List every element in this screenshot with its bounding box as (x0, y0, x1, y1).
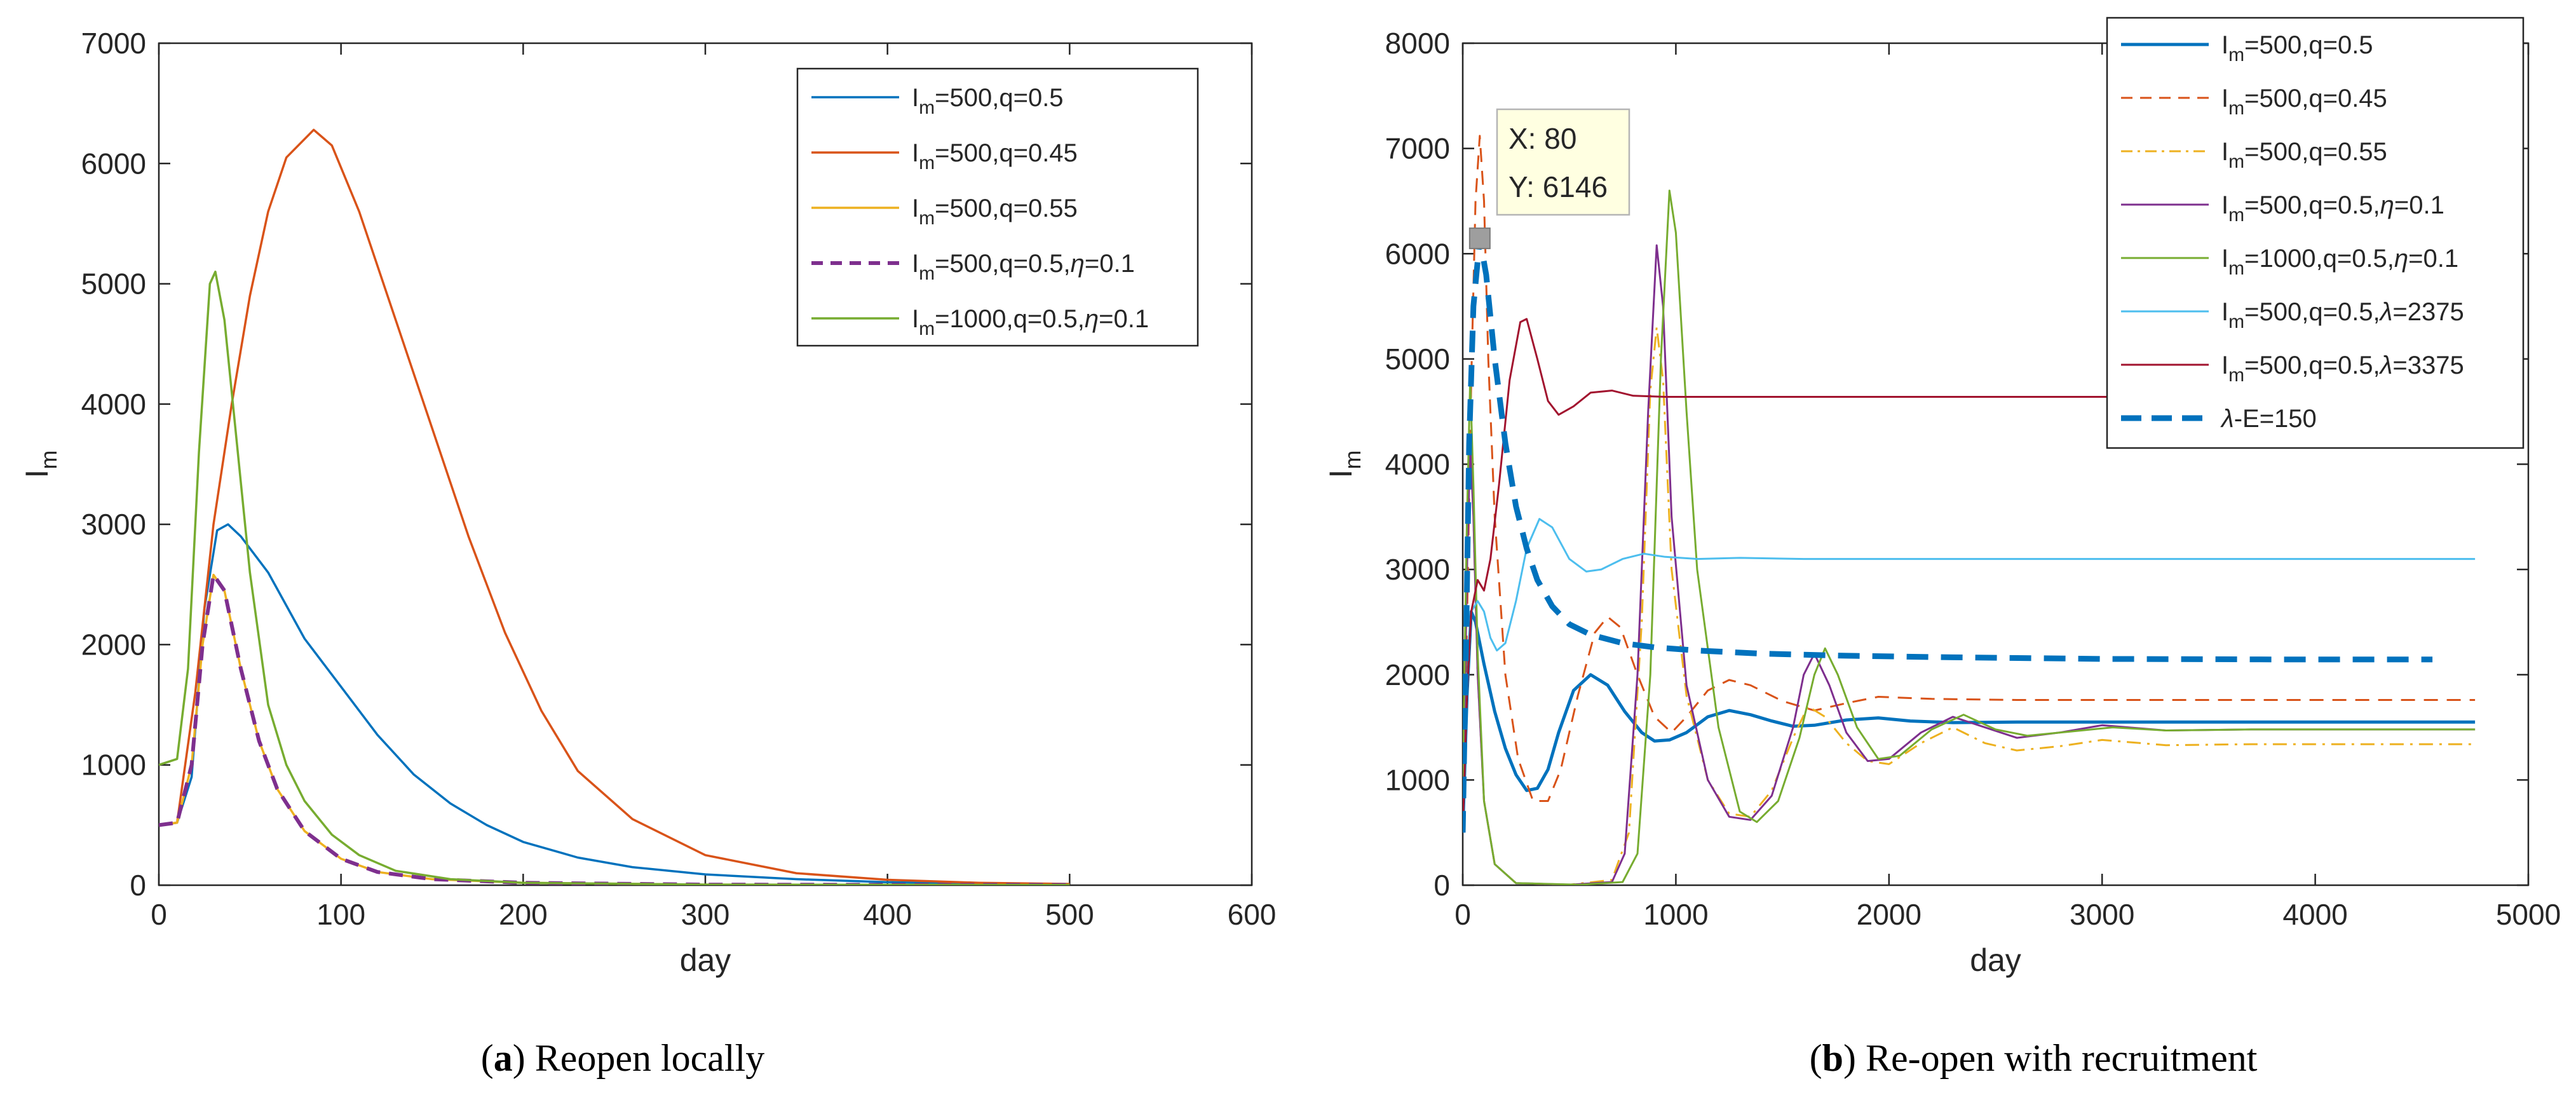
legend-label-2: Im=500,q=0.55 (2221, 138, 2387, 172)
x-axis-label: day (680, 942, 731, 978)
legend-label-3: Im=500,q=0.5,η=0.1 (2221, 191, 2444, 226)
legend-label-3: Im=500,q=0.5,η=0.1 (912, 250, 1135, 284)
y-tick-label: 3000 (81, 508, 146, 541)
y-tick-label: 3000 (1385, 553, 1450, 586)
series-line-4 (1463, 189, 2476, 885)
series-line-6 (1463, 318, 2226, 833)
series-line-0 (1463, 609, 2476, 833)
legend-label-2: Im=500,q=0.55 (912, 194, 1078, 229)
series-line-5 (1463, 518, 2476, 833)
x-tick-label: 100 (316, 898, 365, 931)
datatip-x: X: 80 (1508, 122, 1576, 155)
y-tick-label: 4000 (81, 388, 146, 421)
y-tick-label: 6000 (1385, 237, 1450, 270)
y-tick-label: 5000 (1385, 343, 1450, 376)
y-tick-label: 0 (1434, 869, 1450, 902)
x-tick-label: 3000 (2070, 898, 2134, 931)
chart-reopen-with-recruitment: 0 1000 2000 3000 4000 5000 0 1000 2000 3000 4000 50… (1323, 17, 2561, 1079)
x-tick-label: 4000 (2282, 898, 2347, 931)
legend-label-7: λ-E=150 (2220, 405, 2317, 433)
figure-caption: (a) Reopen locally (481, 1037, 765, 1079)
series-line-2 (1463, 326, 2476, 885)
legend-label-4: Im=1000,q=0.5,η=0.1 (2221, 245, 2458, 279)
y-tick-label: 4000 (1385, 448, 1450, 481)
x-tick-label: 0 (1454, 898, 1471, 931)
legend-box (2106, 17, 2525, 449)
series-line-0 (159, 523, 1070, 885)
datatip-box (1496, 108, 1630, 216)
figure-caption: (b) Re-open with recruitment (1810, 1037, 2258, 1079)
y-tick-label: 0 (130, 869, 146, 902)
x-tick-label: 400 (863, 898, 912, 931)
x-tick-label: 200 (499, 898, 548, 931)
y-tick-label: 2000 (1385, 658, 1450, 691)
y-tick-label: 1000 (1385, 763, 1450, 796)
y-tick-label: 8000 (1385, 27, 1450, 60)
series-line-1 (159, 128, 1070, 885)
y-tick-label: 7000 (1385, 132, 1450, 165)
x-axis-label: day (1970, 942, 2021, 978)
y-tick-label: 5000 (81, 268, 146, 301)
x-tick-label: 300 (681, 898, 730, 931)
y-axis-label: Im (1323, 451, 1366, 479)
datatip-y: Y: 6146 (1508, 170, 1608, 203)
legend-label-0: Im=500,q=0.5 (912, 84, 1064, 118)
datatip-marker[interactable] (1468, 227, 1491, 250)
y-tick-label: 7000 (81, 27, 146, 60)
x-tick-label: 2000 (1857, 898, 1922, 931)
legend-label-1: Im=500,q=0.45 (912, 139, 1078, 173)
legend-label-6: Im=500,q=0.5,λ=3375 (2221, 351, 2464, 386)
legend-label-0: Im=500,q=0.5 (2221, 31, 2373, 65)
chart-reopen-locally: 0 100 200 300 400 500 600010002000300040005000… (19, 27, 1276, 1079)
y-tick-label: 6000 (81, 147, 146, 180)
series-line-7 (1463, 235, 2433, 833)
y-tick-label: 2000 (81, 628, 146, 661)
x-tick-label: 0 (151, 898, 167, 931)
y-tick-label: 1000 (81, 749, 146, 782)
x-tick-label: 600 (1228, 898, 1277, 931)
legend-label-5: Im=500,q=0.5,λ=2375 (2221, 298, 2464, 332)
x-tick-label: 1000 (1643, 898, 1708, 931)
x-tick-label: 5000 (2496, 898, 2561, 931)
legend-label-1: Im=500,q=0.45 (2221, 85, 2387, 119)
series-lines (1463, 135, 2476, 885)
series-lines (159, 128, 1070, 885)
x-tick-label: 500 (1045, 898, 1094, 931)
legend-label-4: Im=1000,q=0.5,η=0.1 (912, 305, 1149, 339)
y-axis-label: Im (19, 451, 62, 479)
series-line-4 (159, 270, 1070, 885)
